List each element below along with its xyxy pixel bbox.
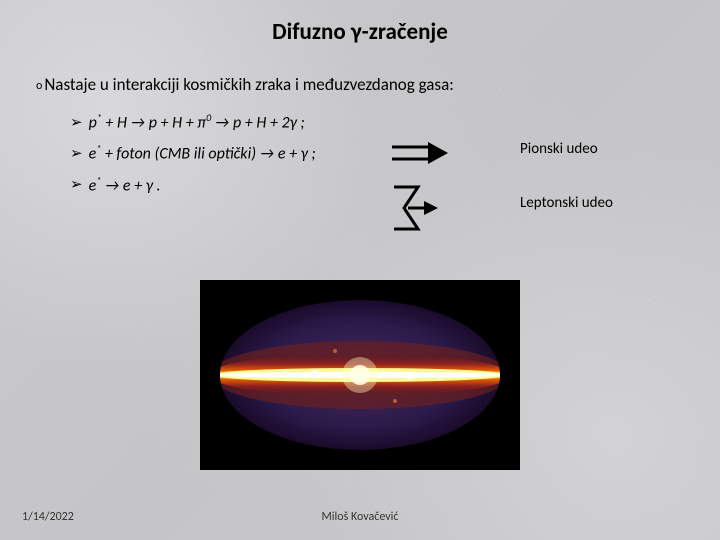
intro-line: oNastaje u interakciji kosmičkih zraka i… (36, 74, 690, 95)
equation-2-text: e* + foton (CMB ili optički) → e + γ ; (89, 142, 316, 163)
footer-author: Miloš Kovačević (321, 510, 398, 524)
brace-sum-icon (390, 183, 440, 238)
slide-content: Difuzno γ-zračenje oNastaje u interakcij… (0, 0, 720, 540)
footer-date: 1/14/2022 (22, 510, 74, 524)
label-lepton: Leptonski udeo (520, 194, 660, 212)
bullet-icon: ➢ (70, 175, 83, 193)
intro-bullet: o (36, 79, 42, 93)
equation-1-text: p* + H → p + H + π0 → p + H + 2γ ; (89, 111, 305, 132)
intro-text: Nastaje u interakciji kosmičkih zraka i … (44, 74, 453, 95)
bullet-icon: ➢ (70, 144, 83, 162)
page-title: Difuzno γ-zračenje (30, 18, 690, 46)
label-pion: Pionski udeo (520, 140, 660, 158)
skymap-container (200, 280, 520, 470)
equation-3-text: e* → e + γ . (89, 174, 161, 195)
arrow-right-icon (390, 142, 450, 169)
bullet-icon: ➢ (70, 113, 83, 131)
skymap-image (215, 296, 505, 454)
labels-group: Pionski udeo Leptonski udeo (520, 140, 660, 212)
equation-1: ➢ p* + H → p + H + π0 → p + H + 2γ ; (70, 111, 690, 132)
